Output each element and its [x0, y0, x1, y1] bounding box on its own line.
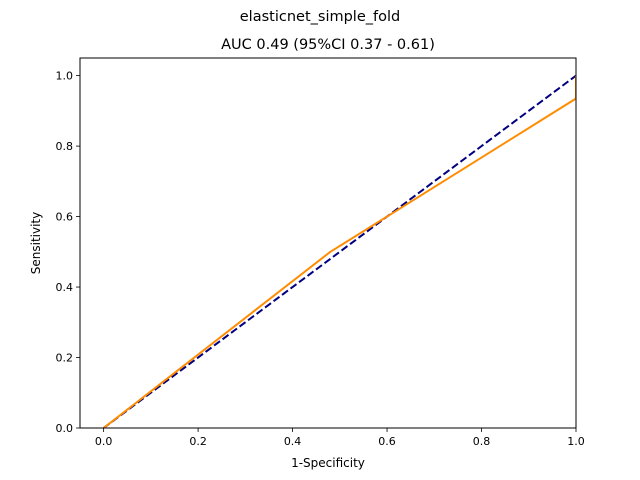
y-tick-label: 0.6 [56, 211, 74, 224]
x-tick-label: 0.2 [189, 435, 207, 448]
y-axis: 0.0 0.2 0.4 0.6 0.8 1.0 [56, 70, 80, 435]
roc-curve-line [103, 75, 576, 428]
x-axis: 0.0 0.2 0.4 0.6 0.8 1.0 [95, 428, 585, 448]
x-tick-label: 0.0 [95, 435, 113, 448]
x-tick-label: 0.8 [473, 435, 491, 448]
plot-frame [79, 57, 577, 429]
y-tick-label: 0.4 [56, 281, 74, 294]
reference-diagonal-line [103, 74, 576, 428]
plot-area [103, 74, 576, 428]
chart-suptitle: elasticnet_simple_fold [240, 9, 400, 25]
x-tick-label: 1.0 [567, 435, 585, 448]
x-tick-label: 0.6 [378, 435, 396, 448]
chart-title: AUC 0.49 (95%CI 0.37 - 0.61) [221, 37, 435, 53]
x-axis-label: 1-Specificity [291, 456, 365, 470]
y-tick-label: 1.0 [56, 70, 74, 83]
y-tick-label: 0.2 [56, 352, 74, 365]
y-tick-label: 0.0 [56, 422, 74, 435]
y-axis-label: Sensitivity [29, 212, 43, 274]
y-tick-label: 0.8 [56, 140, 74, 153]
x-tick-label: 0.4 [284, 435, 302, 448]
